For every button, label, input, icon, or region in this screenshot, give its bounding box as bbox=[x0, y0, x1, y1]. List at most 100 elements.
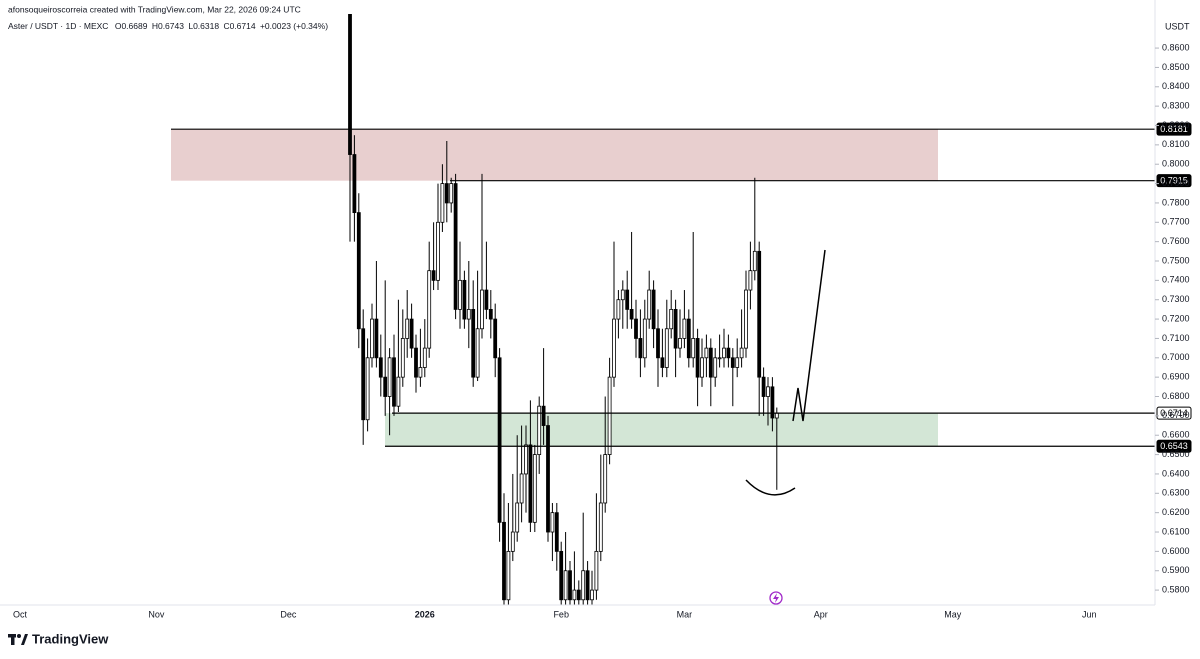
candle-body bbox=[612, 318, 616, 378]
candle-body bbox=[634, 318, 638, 339]
candle-body bbox=[524, 444, 528, 475]
candle-body bbox=[638, 338, 643, 359]
candle-body bbox=[510, 531, 515, 552]
zone bbox=[171, 129, 938, 181]
candle-body bbox=[453, 183, 458, 310]
candle-body bbox=[735, 357, 740, 368]
legend-low: L0.6318 bbox=[188, 21, 219, 31]
candle-body bbox=[480, 289, 484, 330]
candle-body bbox=[449, 183, 454, 204]
y-tick-label: 0.6100 bbox=[1162, 526, 1190, 536]
y-tick-label: 0.8000 bbox=[1162, 159, 1190, 169]
candle-body bbox=[387, 357, 392, 397]
candle-body bbox=[774, 412, 779, 419]
y-tick-label: 0.8600 bbox=[1162, 42, 1190, 52]
y-tick-label: 0.7400 bbox=[1162, 275, 1190, 285]
lightning-icon[interactable] bbox=[769, 591, 783, 605]
candle-body bbox=[348, 14, 352, 155]
legend: Aster / USDT · 1D · MEXC O0.6689 H0.6743… bbox=[8, 21, 328, 31]
legend-high: H0.6743 bbox=[152, 21, 184, 31]
y-tick-label: 0.6700 bbox=[1162, 410, 1190, 420]
y-tick-label: 0.7600 bbox=[1162, 236, 1190, 246]
brand: TradingView bbox=[32, 631, 109, 646]
candle-body bbox=[713, 357, 718, 378]
candle-body bbox=[686, 318, 691, 359]
y-tick-label: 0.6600 bbox=[1162, 430, 1190, 440]
x-tick-label: Jun bbox=[1082, 609, 1097, 619]
y-tick-label: 0.7900 bbox=[1162, 178, 1190, 188]
y-tick-label: 0.6000 bbox=[1162, 546, 1190, 556]
candle-body bbox=[466, 309, 471, 320]
y-tick-label: 0.6300 bbox=[1162, 488, 1190, 498]
candle-body bbox=[673, 309, 678, 349]
candle-body bbox=[647, 289, 652, 320]
candle-body bbox=[730, 357, 735, 368]
candle-body bbox=[598, 502, 603, 552]
candle-body bbox=[554, 512, 559, 552]
candle-body bbox=[616, 299, 621, 320]
candle-body bbox=[528, 444, 533, 523]
candle-body bbox=[444, 183, 449, 204]
candle-body bbox=[414, 347, 418, 378]
candle-body bbox=[475, 328, 480, 378]
candle-body bbox=[440, 183, 445, 223]
candle-body bbox=[603, 454, 608, 504]
y-tick-label: 0.6400 bbox=[1162, 468, 1190, 478]
y-tick-label: 0.7300 bbox=[1162, 294, 1190, 304]
candle-body bbox=[722, 347, 726, 359]
y-axis-label: USDT bbox=[1165, 21, 1190, 31]
candle-body bbox=[484, 289, 489, 310]
candle-body bbox=[744, 289, 748, 349]
candle-body bbox=[537, 405, 542, 455]
candle-body bbox=[572, 589, 577, 601]
candle-body bbox=[629, 309, 634, 320]
candle-body bbox=[739, 347, 744, 359]
candle-body bbox=[669, 309, 674, 330]
y-tick-label: 0.8500 bbox=[1162, 62, 1190, 72]
price-label-box bbox=[1156, 174, 1192, 188]
candle-body bbox=[678, 338, 682, 349]
drawing-curve bbox=[745, 479, 796, 496]
y-tick-label: 0.7700 bbox=[1162, 217, 1190, 227]
y-tick-label: 0.7100 bbox=[1162, 333, 1190, 343]
candle-body bbox=[356, 212, 361, 330]
candle-body bbox=[506, 550, 511, 601]
candle-body bbox=[488, 309, 493, 320]
y-tick-label: 0.6200 bbox=[1162, 507, 1190, 517]
candle-body bbox=[757, 250, 762, 378]
candle-body bbox=[766, 386, 770, 397]
candle-body bbox=[770, 386, 775, 419]
legend-open: O0.6689 bbox=[115, 21, 148, 31]
price-label: 0.6543 bbox=[1160, 441, 1188, 451]
x-tick-label: Mar bbox=[677, 609, 693, 619]
candle-body bbox=[493, 318, 498, 359]
price-label-box bbox=[1156, 122, 1192, 136]
candle-body bbox=[581, 570, 586, 601]
candle-body bbox=[418, 367, 423, 378]
candle-body bbox=[700, 357, 704, 378]
candle-body bbox=[625, 289, 630, 310]
symbol: Aster / USDT · 1D · MEXC bbox=[8, 21, 108, 31]
price-label: 0.7915 bbox=[1160, 176, 1188, 186]
candle-body bbox=[559, 550, 564, 601]
x-tick-label: Nov bbox=[148, 609, 165, 619]
candle-body bbox=[541, 405, 546, 426]
candle-body bbox=[409, 318, 414, 349]
candle-body bbox=[656, 328, 660, 359]
candle-body bbox=[431, 270, 436, 281]
credit: afonsoqueiroscorreia created with Tradin… bbox=[8, 4, 301, 14]
x-tick-label: Feb bbox=[553, 609, 569, 619]
candle-body bbox=[427, 270, 432, 349]
price-label-box bbox=[1156, 439, 1192, 453]
y-tick-label: 0.7000 bbox=[1162, 352, 1190, 362]
candle-body bbox=[370, 318, 374, 359]
candle-body bbox=[515, 502, 520, 533]
candle-body bbox=[664, 328, 669, 368]
candle-body bbox=[396, 376, 401, 407]
candle-body bbox=[378, 357, 383, 378]
y-tick-label: 0.5900 bbox=[1162, 565, 1190, 575]
candle-body bbox=[400, 338, 405, 378]
candle-body bbox=[695, 338, 700, 378]
candle-body bbox=[704, 347, 709, 359]
